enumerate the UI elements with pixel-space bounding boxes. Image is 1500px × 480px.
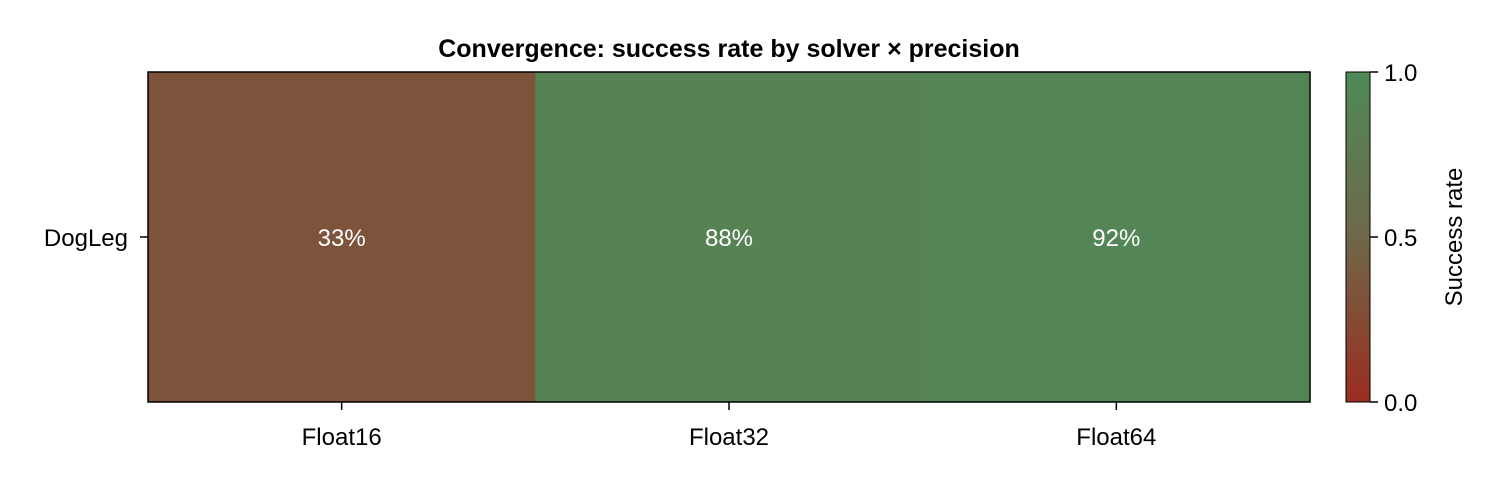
x-tick-label: Float16 xyxy=(302,424,382,451)
x-tick-label: Float32 xyxy=(689,424,769,451)
colorbar-tick-label: 0.5 xyxy=(1384,225,1417,252)
colorbar-tick-label: 0.0 xyxy=(1384,390,1417,417)
x-axis: Float16 Float32 Float64 xyxy=(302,402,1156,451)
heatmap-cell-dogleg-float64 xyxy=(922,72,1311,402)
colorbar-tick-label: 1.0 xyxy=(1384,60,1417,87)
colorbar-label: Success rate xyxy=(1441,168,1468,307)
colorbar xyxy=(1345,71,1371,403)
cell-value-label: 88% xyxy=(705,225,753,252)
heatmap-cells xyxy=(148,72,1311,402)
heatmap-cell-dogleg-float16 xyxy=(148,72,536,402)
heatmap-cell-dogleg-float32 xyxy=(535,72,924,402)
x-tick-label: Float64 xyxy=(1076,424,1156,451)
cell-value-label: 33% xyxy=(318,225,366,252)
heatmap-cell-labels: 33% 88% 92% xyxy=(318,225,1141,252)
y-axis: DogLeg xyxy=(44,225,148,252)
cell-value-label: 92% xyxy=(1092,225,1140,252)
colorbar-ticks: 0.0 0.5 1.0 xyxy=(1370,60,1417,417)
chart-title: Convergence: success rate by solver × pr… xyxy=(438,35,1020,63)
y-tick-label: DogLeg xyxy=(44,225,128,252)
